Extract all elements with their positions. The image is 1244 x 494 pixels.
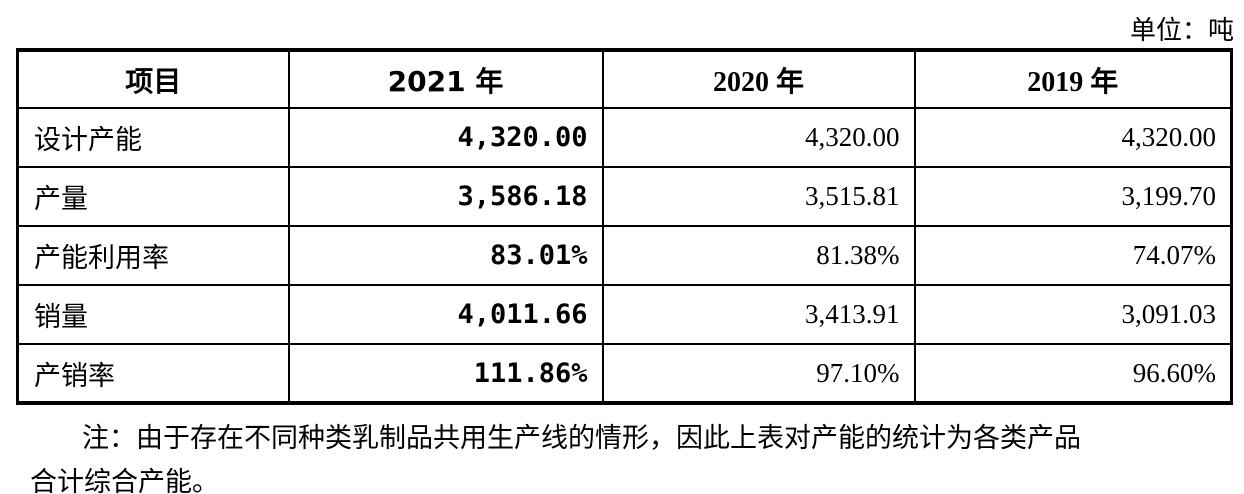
value-2021: 4,011.66 [287,284,604,345]
table-row-design-capacity: 设计产能 4,320.00 4,320.00 4,320.00 [16,107,1233,168]
value-2020: 4,320.00 [601,107,916,168]
value-2019: 3,199.70 [913,166,1233,227]
value-2021: 3,586.18 [287,166,604,227]
unit-label: 单位：吨 [1129,16,1234,45]
value-2020: 3,515.81 [601,166,916,227]
column-header-item: 项目 [16,49,290,109]
column-header-2020: 2020 年 [601,49,916,109]
row-label: 设计产能 [16,107,290,168]
table-row-utilization: 产能利用率 83.01% 81.38% 74.07% [16,225,1233,286]
value-2020: 81.38% [601,225,916,286]
value-2020: 3,413.91 [601,284,916,345]
value-2021: 4,320.00 [287,107,604,168]
row-label: 销量 [16,284,290,345]
footnote: 注：由于存在不同种类乳制品共用生产线的情形，因此上表对产能的统计为各类产品 合计… [30,416,1232,494]
value-2019: 4,320.00 [913,107,1233,168]
column-header-2019: 2019 年 [913,49,1233,109]
table-row-sales-volume: 销量 4,011.66 3,413.91 3,091.03 [16,284,1233,345]
value-2019: 74.07% [913,225,1233,286]
value-2020: 97.10% [601,343,916,404]
footnote-line-1: 注：由于存在不同种类乳制品共用生产线的情形，因此上表对产能的统计为各类产品 [82,423,1081,453]
table-row-sales-ratio: 产销率 111.86% 97.10% 96.60% [16,343,1233,404]
value-2019: 3,091.03 [913,284,1233,345]
column-header-2021: 2021 年 [287,49,604,109]
row-label: 产能利用率 [16,225,290,286]
footnote-line-2: 合计综合产能。 [30,467,219,494]
value-2021: 83.01% [287,225,604,286]
row-label: 产量 [16,166,290,227]
row-label: 产销率 [16,343,290,404]
table-row-output: 产量 3,586.18 3,515.81 3,199.70 [16,166,1233,227]
value-2019: 96.60% [913,343,1233,404]
table-header-row: 项目 2021 年 2020 年 2019 年 [16,49,1233,109]
value-2021: 111.86% [287,343,604,404]
capacity-table: 项目 2021 年 2020 年 2019 年 设计产能 4,320.00 4,… [16,48,1233,405]
